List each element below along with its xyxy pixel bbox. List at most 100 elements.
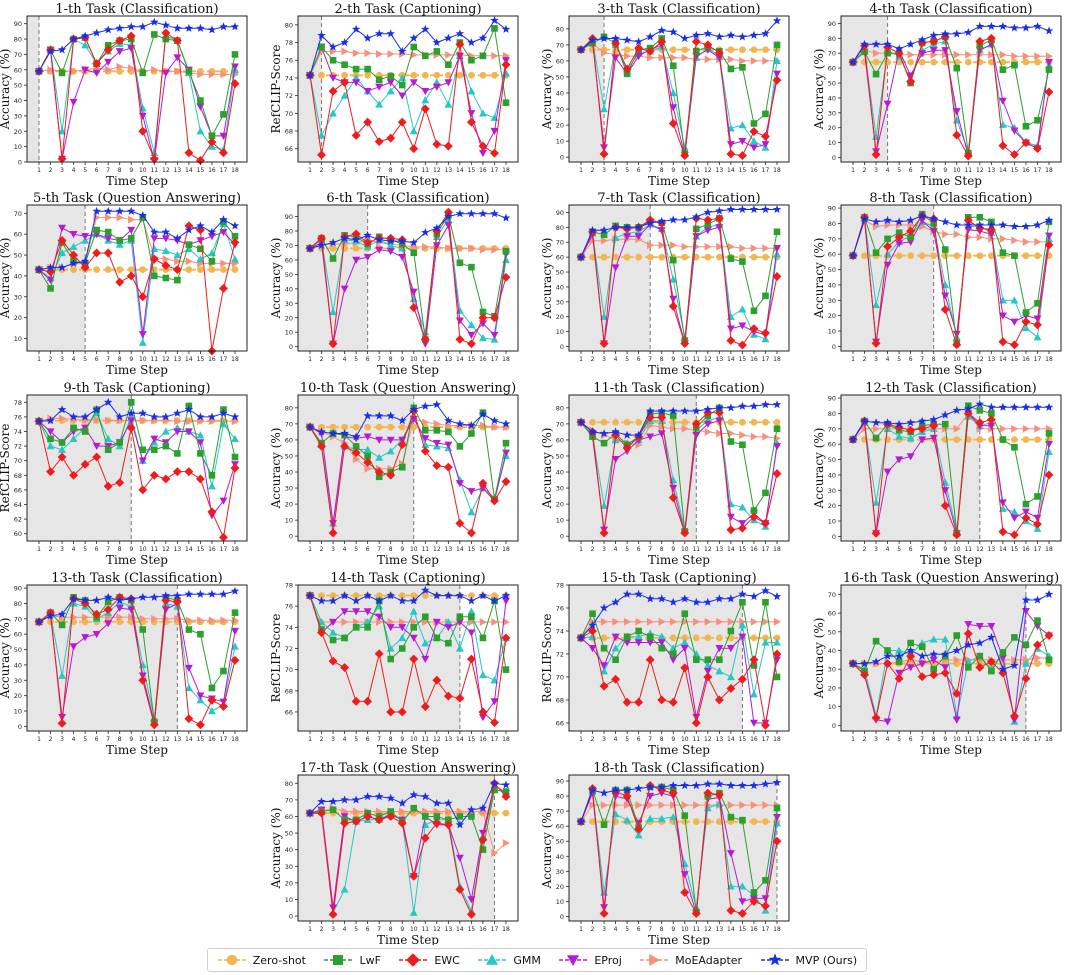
y-tick-label: 66 (285, 708, 293, 716)
series-eproj (577, 38, 781, 160)
point-zs (750, 46, 758, 54)
series-line-ewc (38, 421, 236, 540)
point-mvp (398, 46, 407, 55)
point-gmm (386, 241, 395, 249)
y-tick-label: 10 (285, 517, 293, 525)
point-eproj (703, 420, 712, 428)
point-ewc (92, 609, 102, 619)
point-moe (105, 416, 113, 425)
x-axis-label: Time Step (920, 553, 982, 567)
y-tick-label: 0 (832, 722, 836, 730)
point-ewc (634, 824, 644, 834)
point-ewc (772, 649, 782, 659)
point-eproj (918, 50, 927, 58)
x-tick-label: 18 (773, 356, 781, 363)
point-eproj (692, 431, 701, 440)
plot-frame (297, 774, 519, 922)
point-gmm (196, 696, 205, 704)
point-mvp (317, 596, 326, 605)
point-lwf (907, 233, 914, 241)
x-tick-label: 16 (750, 546, 758, 553)
x-axis-label: Time Step (648, 553, 710, 567)
point-ewc (230, 79, 240, 89)
x-tick-label: 11 (421, 356, 429, 363)
point-gmm (58, 127, 67, 135)
point-gmm (150, 244, 159, 252)
point-ewc (703, 215, 713, 225)
point-lwf (1022, 309, 1030, 316)
point-lwf (364, 624, 371, 631)
point-mvp (657, 406, 666, 415)
point-ewc (599, 909, 609, 918)
x-tick-label: 11 (421, 167, 429, 174)
point-ewc (138, 126, 148, 136)
point-eproj (363, 88, 372, 96)
point-gmm (680, 859, 689, 867)
x-tick-label: 10 (139, 167, 147, 174)
point-mvp (645, 782, 655, 791)
point-moe (750, 617, 758, 626)
point-mvp (703, 779, 713, 788)
point-moe (116, 62, 124, 71)
x-tick-label: 12 (433, 736, 441, 743)
point-lwf (739, 64, 746, 71)
x-tick-label: 18 (773, 546, 781, 553)
point-ewc (772, 836, 782, 846)
point-ewc (986, 33, 996, 43)
x-tick-label: 11 (150, 736, 158, 743)
point-mvp (929, 415, 938, 424)
legend-label-gmm: GMM (513, 953, 541, 967)
point-ewc (115, 478, 125, 488)
series-line-lwf (580, 786, 778, 913)
point-mvp (444, 212, 453, 221)
point-ewc (351, 448, 361, 458)
x-tick-label: 9 (129, 546, 133, 553)
point-zs (918, 58, 926, 66)
point-mvp (1033, 595, 1042, 604)
y-tick-label: 20 (828, 684, 836, 692)
point-lwf (456, 443, 464, 450)
point-eproj (998, 97, 1007, 105)
point-zs (468, 71, 475, 79)
subplot-title: 3-th Task (Classification) (597, 2, 760, 17)
point-eproj (375, 613, 384, 621)
y-tick-label: 30 (556, 485, 564, 493)
point-mvp (611, 222, 620, 231)
point-gmm (657, 632, 666, 640)
point-lwf (1011, 634, 1018, 641)
point-mvp (1010, 402, 1019, 411)
point-mvp (726, 205, 736, 214)
point-lwf (468, 263, 475, 271)
point-mvp (941, 217, 950, 226)
x-tick-label: 4 (343, 926, 347, 933)
point-ewc (726, 525, 736, 535)
point-moe (491, 245, 499, 254)
point-mvp (490, 416, 499, 425)
point-zs (773, 418, 781, 426)
point-mvp (305, 422, 315, 431)
point-eproj (715, 54, 724, 62)
series-line-ewc (38, 32, 236, 162)
point-gmm (329, 308, 338, 316)
point-mvp (772, 778, 782, 787)
point-ewc (929, 421, 939, 431)
y-tick-label: 60 (14, 66, 22, 74)
series-eproj (306, 43, 510, 158)
point-zs (208, 266, 216, 274)
point-lwf (81, 428, 89, 435)
point-moe (716, 242, 724, 251)
point-mvp (374, 29, 384, 38)
series-mvp (34, 586, 240, 626)
point-zs (375, 592, 383, 599)
point-mvp (421, 401, 430, 410)
point-eproj (219, 132, 228, 140)
x-tick-label: 7 (920, 167, 924, 174)
point-ewc (207, 507, 217, 517)
point-mvp (998, 22, 1008, 30)
point-mvp (599, 225, 609, 234)
plot-frame (26, 204, 248, 352)
point-mvp (92, 405, 101, 414)
point-moe (491, 618, 499, 626)
point-mvp (599, 429, 609, 438)
point-moe (70, 67, 78, 76)
